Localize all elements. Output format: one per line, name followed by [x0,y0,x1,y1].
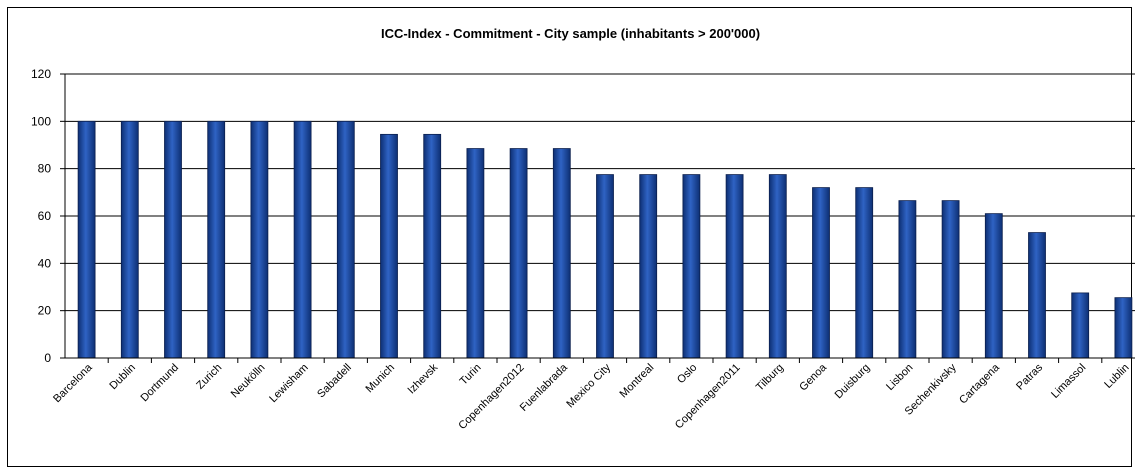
bar-izhevsk [423,133,442,359]
x-tick-label: Izhevsk [405,361,440,396]
bar-patras [1028,232,1046,359]
bar-cartagena [984,213,1003,359]
bar-montreal [639,174,658,359]
y-tick-label: 120 [31,67,51,81]
x-tick-label: Montreal [618,362,657,401]
x-tick-label: Zurich [194,362,224,392]
bar-duisburg [855,187,874,359]
bar-lublin [1114,297,1133,359]
bars [77,120,1133,359]
x-tick-label: Lisbon [884,362,915,393]
x-tick-label: Neukölln [229,362,268,401]
bar-barcelona [77,120,96,359]
bar-mexico-city [596,174,614,359]
x-tick-label: Cartagena [957,361,1002,406]
y-tick-label: 0 [44,351,51,365]
bar-sabadell [336,120,355,359]
bar-sechenkivsky [941,200,960,359]
x-tick-label: Duisburg [833,362,873,402]
x-tick-label: Lewisham [267,362,311,406]
bar-dortmund [164,120,182,359]
y-tick-labels: 0 20 40 60 80 100 120 [31,67,65,365]
y-tick-label: 40 [38,256,52,270]
bar-copenhagen2011 [725,174,744,359]
x-tick-label: Barcelona [51,361,95,405]
x-tick-label: Mexico City [564,361,613,410]
x-tick-label: Patras [1014,361,1045,392]
bar-lewisham [293,120,312,359]
bar-oslo [682,174,701,359]
x-tick-label: Dortmund [138,362,181,405]
bar-dublin [120,120,139,359]
bar-lisbon [898,200,917,359]
x-tick-labels: Barcelona Dublin Dortmund Zurich Neukölln Lew… [51,358,1132,432]
x-tick-label: Tilburg [754,362,786,394]
x-tick-label: Munich [364,362,398,396]
bar-munich [380,133,398,359]
bar-zurich [207,120,226,359]
bar-fuenlabrada [552,148,571,359]
x-tick-label: Sabadell [315,362,354,401]
bar-neuk-lln [250,120,269,359]
y-tick-label: 20 [38,304,52,318]
x-tick-label: Limassol [1049,362,1088,401]
x-tick-label: Genoa [797,361,829,393]
x-tick-label: Oslo [675,362,699,386]
chart-title: ICC-Index - Commitment - City sample (in… [380,26,761,41]
x-tick-label: Dublin [107,362,138,393]
bar-tilburg [768,174,787,359]
bar-limassol [1071,292,1090,359]
x-tick-label: Turin [458,362,484,388]
y-tick-label: 100 [31,114,51,128]
y-tick-label: 60 [38,209,52,223]
y-tick-label: 80 [38,162,52,176]
bar-turin [466,148,485,359]
x-tick-label: Fuenlabrada [518,361,571,414]
bar-genoa [812,187,830,359]
bar-copenhagen2012 [509,148,528,359]
x-tick-label: Lublin [1102,362,1131,391]
